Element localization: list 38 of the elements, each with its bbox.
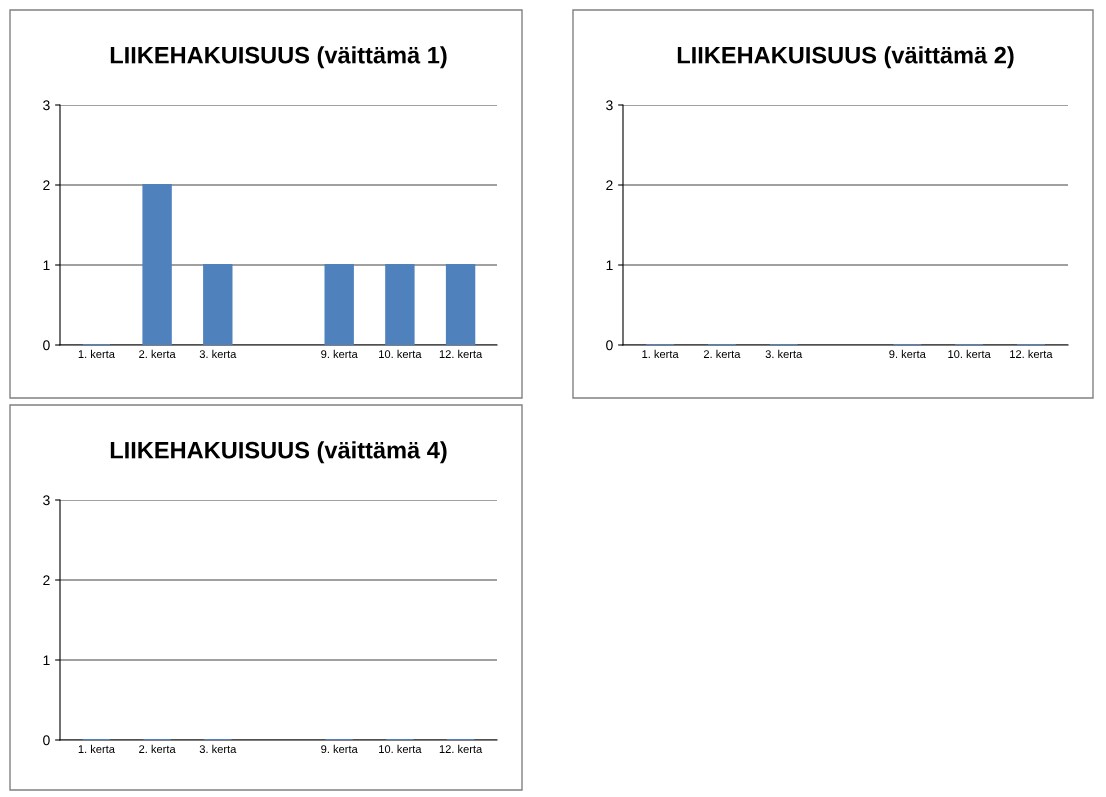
x-tick-label: 9. kerta	[889, 349, 926, 359]
x-tick-label: 1. kerta	[642, 349, 679, 359]
chart-title: LIIKEHAKUISUUS (väittämä 2)	[677, 46, 1014, 69]
y-tick-label: 0	[606, 340, 613, 351]
bar	[385, 263, 415, 345]
x-tick-label: 3. kerta	[765, 349, 803, 359]
x-tick-label: 10. kerta	[948, 349, 991, 359]
y-tick-label: 3	[43, 495, 50, 506]
y-tick-label: 2	[606, 180, 613, 191]
x-tick-label: 10. kerta	[379, 349, 422, 359]
x-tick-label: 2. kerta	[139, 744, 176, 754]
x-tick-label: 1. kerta	[78, 744, 115, 754]
x-tick-label: 12. kerta	[439, 744, 483, 754]
y-tick-label: 1	[43, 655, 50, 666]
x-tick-label: 1. kerta	[78, 349, 115, 359]
x-tick-label: 2. kerta	[703, 349, 741, 359]
x-tick-label: 12. kerta	[439, 349, 483, 359]
bar	[445, 263, 476, 345]
y-tick-label: 2	[43, 180, 50, 191]
x-tick-label: 3. kerta	[199, 349, 237, 359]
x-tick-label: 10. kerta	[379, 744, 422, 754]
x-tick-label: 12. kerta	[1010, 349, 1053, 359]
bar	[142, 183, 172, 345]
y-tick-label: 2	[43, 575, 50, 586]
chart-title: LIIKEHAKUISUUS (väittämä 4)	[110, 441, 447, 464]
x-tick-label: 2. kerta	[139, 349, 176, 359]
y-tick-label: 1	[43, 260, 50, 271]
bar	[203, 263, 233, 345]
chart-title: LIIKEHAKUISUUS (väittämä 1)	[110, 46, 447, 69]
x-tick-label: 9. kerta	[321, 349, 358, 359]
y-tick-label: 0	[43, 735, 50, 746]
bar	[324, 263, 354, 345]
y-tick-label: 3	[606, 100, 613, 111]
y-tick-label: 3	[43, 100, 50, 111]
y-tick-label: 1	[606, 260, 613, 271]
x-tick-label: 3. kerta	[199, 744, 237, 754]
x-tick-label: 9. kerta	[321, 744, 358, 754]
y-tick-label: 0	[43, 340, 50, 351]
